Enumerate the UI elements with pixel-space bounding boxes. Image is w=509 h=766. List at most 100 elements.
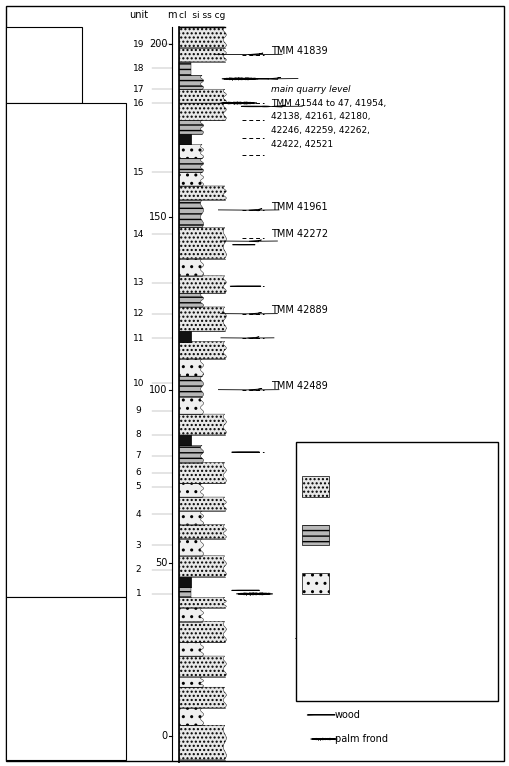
Polygon shape: [179, 120, 203, 134]
Polygon shape: [179, 172, 203, 186]
Text: m: m: [166, 10, 176, 20]
Text: 2: 2: [135, 565, 141, 574]
Polygon shape: [179, 538, 203, 556]
Bar: [302, 476, 328, 497]
Text: TMM 42489: TMM 42489: [270, 381, 327, 391]
Polygon shape: [179, 642, 203, 656]
Polygon shape: [179, 677, 203, 687]
Text: wood: wood: [334, 710, 360, 720]
Text: 10: 10: [132, 378, 144, 388]
Text: 42138, 42161, 42180,: 42138, 42161, 42180,: [270, 113, 370, 121]
Polygon shape: [179, 342, 226, 358]
Bar: [6, 597, 126, 760]
Text: unit: unit: [129, 10, 148, 20]
Polygon shape: [179, 445, 203, 463]
Text: 13: 13: [132, 278, 144, 287]
Text: 12: 12: [132, 309, 144, 319]
Polygon shape: [179, 331, 190, 342]
Polygon shape: [179, 525, 226, 538]
Polygon shape: [179, 186, 226, 200]
Polygon shape: [179, 200, 203, 228]
Text: fauna/flora: fauna/flora: [382, 611, 451, 621]
Text: BLACK PEAKS
FM: BLACK PEAKS FM: [34, 36, 53, 93]
Polygon shape: [179, 376, 203, 397]
Polygon shape: [179, 607, 203, 621]
Text: 16: 16: [132, 99, 144, 107]
Text: gastropod: gastropod: [334, 689, 383, 699]
Text: 8: 8: [135, 430, 141, 440]
Polygon shape: [179, 89, 226, 103]
Text: 6: 6: [135, 468, 141, 477]
Polygon shape: [179, 228, 226, 259]
Bar: [302, 525, 328, 545]
Text: 15: 15: [132, 168, 144, 177]
Text: 7: 7: [135, 451, 141, 460]
Bar: [295, 442, 497, 701]
Polygon shape: [179, 159, 203, 172]
Polygon shape: [179, 27, 226, 47]
Polygon shape: [179, 358, 203, 376]
Text: palm frond: palm frond: [334, 734, 387, 744]
Text: TMM 41839: TMM 41839: [270, 46, 327, 56]
Polygon shape: [179, 587, 190, 597]
Polygon shape: [179, 687, 226, 708]
Text: 1: 1: [135, 589, 141, 598]
Polygon shape: [179, 483, 203, 497]
Text: 0: 0: [161, 731, 167, 741]
Polygon shape: [179, 397, 203, 414]
Text: 14: 14: [132, 230, 144, 239]
Polygon shape: [179, 259, 203, 276]
Text: 18: 18: [132, 64, 144, 73]
Text: FORMATION: FORMATION: [90, 323, 99, 377]
Text: TMM 41961: TMM 41961: [270, 201, 327, 211]
Text: AGUJA: AGUJA: [42, 664, 51, 692]
Text: FORMATION: FORMATION: [90, 652, 99, 705]
Bar: [6, 27, 81, 103]
Text: TMM 42272: TMM 42272: [270, 229, 327, 239]
Text: (with paleosol): (with paleosol): [334, 541, 413, 551]
Polygon shape: [179, 103, 226, 120]
Text: 42246, 42259, 42262,: 42246, 42259, 42262,: [270, 126, 369, 135]
Text: 17: 17: [132, 85, 144, 93]
Polygon shape: [179, 511, 203, 525]
Polygon shape: [179, 597, 226, 607]
Polygon shape: [179, 276, 226, 293]
Text: (with eggshell): (with eggshell): [334, 647, 407, 658]
Polygon shape: [179, 435, 190, 445]
Text: TMM 41544 to 47, 41954,: TMM 41544 to 47, 41954,: [270, 99, 385, 107]
Text: facies: facies: [398, 459, 435, 469]
Polygon shape: [179, 656, 226, 677]
Polygon shape: [179, 556, 226, 577]
Text: 9: 9: [135, 406, 141, 415]
Text: 50: 50: [155, 558, 167, 568]
Text: 19: 19: [132, 40, 144, 49]
Text: 3: 3: [135, 541, 141, 550]
Text: 200: 200: [149, 39, 167, 49]
Text: 4: 4: [135, 510, 141, 519]
Polygon shape: [179, 463, 226, 483]
Text: - overbank: - overbank: [334, 525, 387, 535]
Polygon shape: [179, 61, 190, 75]
Polygon shape: [179, 75, 203, 89]
Polygon shape: [179, 725, 226, 760]
Text: TMM 42889: TMM 42889: [270, 306, 327, 316]
Text: - channel-lake: - channel-lake: [334, 578, 403, 588]
Text: main quarry level: main quarry level: [270, 85, 350, 93]
Polygon shape: [179, 708, 203, 725]
Bar: [6, 103, 126, 597]
Bar: [302, 573, 328, 594]
Text: 100: 100: [149, 385, 167, 395]
Polygon shape: [179, 497, 226, 511]
Text: JAVELINA: JAVELINA: [42, 330, 51, 370]
Polygon shape: [179, 293, 203, 307]
Text: 150: 150: [149, 212, 167, 222]
Polygon shape: [179, 577, 190, 587]
Polygon shape: [179, 134, 190, 145]
Text: - stream  channel: - stream channel: [334, 482, 420, 492]
Polygon shape: [179, 414, 226, 435]
Text: dinosaur: dinosaur: [334, 665, 377, 675]
Text: cl  si ss cg: cl si ss cg: [179, 11, 225, 20]
Text: pterosaur: pterosaur: [334, 633, 381, 643]
Polygon shape: [179, 307, 226, 331]
Text: 11: 11: [132, 333, 144, 342]
